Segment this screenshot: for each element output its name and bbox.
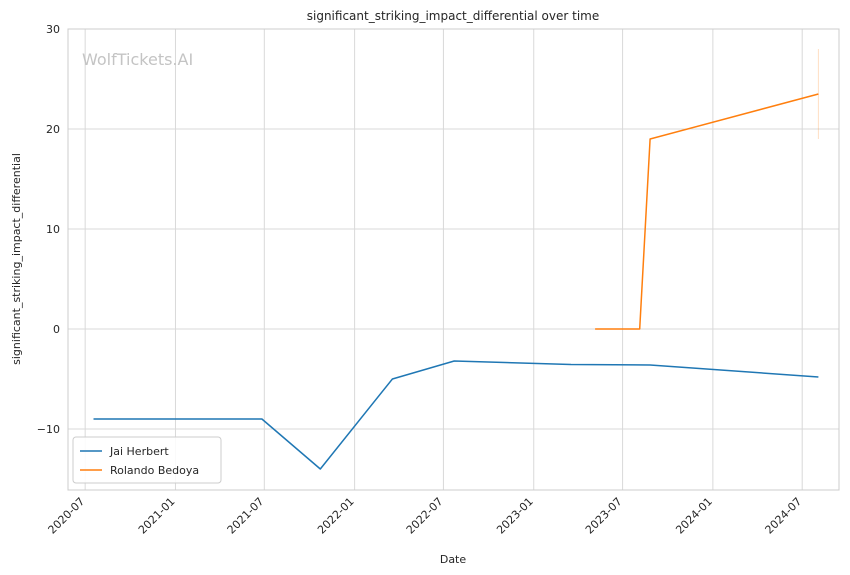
x-tick-label: 2021-01	[136, 495, 178, 537]
watermark: WolfTickets.AI	[82, 50, 193, 69]
x-tick-label: 2022-01	[315, 495, 357, 537]
series-line	[595, 93, 819, 330]
y-tick-label: 10	[46, 223, 60, 236]
x-tick-label: 2023-07	[583, 495, 625, 537]
legend: Jai Herbert Rolando Bedoya	[72, 436, 222, 484]
y-axis-label: significant_striking_impact_differential	[10, 153, 23, 365]
y-tick-label: −10	[37, 423, 60, 436]
legend-box	[72, 436, 222, 484]
chart-title: significant_striking_impact_differential…	[307, 9, 599, 23]
x-tick-label: 2023-01	[494, 495, 536, 537]
x-tick-label: 2024-07	[763, 495, 805, 537]
x-tick-label: 2020-07	[46, 495, 88, 537]
legend-label: Rolando Bedoya	[110, 464, 199, 477]
x-tick-label: 2022-07	[404, 495, 446, 537]
x-axis-label: Date	[440, 553, 467, 566]
x-tick-label: 2024-01	[673, 495, 715, 537]
y-tick-label: 0	[53, 323, 60, 336]
legend-label: Jai Herbert	[109, 445, 169, 458]
y-tick-label: 30	[46, 23, 60, 36]
x-tick-label: 2021-07	[225, 495, 267, 537]
x-axis: 2020-07 2021-01 2021-07 2022-01 2022-07 2023-…	[46, 495, 805, 537]
grid	[68, 28, 839, 490]
y-tick-label: 20	[46, 123, 60, 136]
series-line	[93, 360, 819, 470]
plot-frame	[67, 28, 840, 491]
plot-series	[93, 49, 819, 470]
y-axis: −10 0 10 20 30	[37, 23, 60, 436]
